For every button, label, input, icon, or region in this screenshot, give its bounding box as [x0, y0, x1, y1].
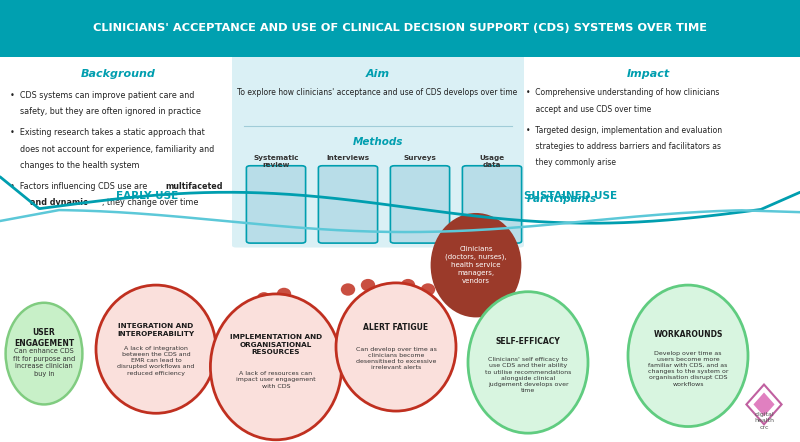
Ellipse shape	[421, 283, 435, 296]
Text: •  Existing research takes a static approach that: • Existing research takes a static appro…	[10, 128, 204, 137]
FancyBboxPatch shape	[246, 166, 306, 243]
Text: To explore how clinicians' acceptance and use of CDS develops over time: To explore how clinicians' acceptance an…	[238, 88, 518, 97]
Text: safety, but they are often ignored in practice: safety, but they are often ignored in pr…	[10, 107, 201, 116]
FancyBboxPatch shape	[462, 166, 522, 243]
Text: Interviews: Interviews	[326, 155, 370, 161]
FancyBboxPatch shape	[318, 166, 378, 243]
Text: USER
ENGAGEMENT: USER ENGAGEMENT	[14, 328, 74, 348]
Ellipse shape	[341, 283, 355, 296]
Text: ALERT FATIGUE: ALERT FATIGUE	[363, 323, 429, 332]
Text: A lack of integration
between the CDS and
EMR can lead to
disrupted workflows an: A lack of integration between the CDS an…	[118, 346, 194, 376]
Text: digital
health
crc: digital health crc	[754, 412, 774, 430]
Ellipse shape	[6, 303, 82, 404]
Ellipse shape	[277, 288, 291, 300]
Text: EARLY USE: EARLY USE	[116, 191, 178, 201]
Text: WORKAROUNDS: WORKAROUNDS	[654, 330, 722, 339]
Ellipse shape	[628, 285, 748, 427]
Text: •  Factors influencing CDS use are: • Factors influencing CDS use are	[10, 182, 150, 191]
Ellipse shape	[468, 292, 588, 433]
Text: does not account for experience, familiarity and: does not account for experience, familia…	[10, 145, 214, 153]
Text: IMPLEMENTATION AND
ORGANISATIONAL
RESOURCES: IMPLEMENTATION AND ORGANISATIONAL RESOUR…	[230, 335, 322, 355]
Text: Surveys: Surveys	[403, 155, 437, 161]
Ellipse shape	[361, 279, 375, 291]
Text: •  Targeted design, implementation and evaluation: • Targeted design, implementation and ev…	[526, 126, 722, 134]
Text: accept and use CDS over time: accept and use CDS over time	[526, 105, 652, 114]
Ellipse shape	[432, 214, 520, 316]
Text: , they change over time: , they change over time	[102, 198, 198, 207]
Text: Participants: Participants	[526, 194, 597, 205]
Text: Can enhance CDS
fit for purpose and
increase clinician
buy in: Can enhance CDS fit for purpose and incr…	[13, 348, 75, 377]
Text: CLINICIANS' ACCEPTANCE AND USE OF CLINICAL DECISION SUPPORT (CDS) SYSTEMS OVER T: CLINICIANS' ACCEPTANCE AND USE OF CLINIC…	[93, 23, 707, 33]
Text: A lack of resources can
impact user engagement
with CDS: A lack of resources can impact user enga…	[236, 371, 316, 389]
Text: Aim: Aim	[366, 69, 390, 79]
Text: Background: Background	[81, 69, 156, 79]
FancyBboxPatch shape	[0, 0, 800, 57]
FancyBboxPatch shape	[232, 55, 524, 248]
Text: INTEGRATION AND
INTEROPERABILITY: INTEGRATION AND INTEROPERABILITY	[118, 323, 194, 337]
Ellipse shape	[96, 285, 216, 413]
Ellipse shape	[257, 292, 271, 305]
Text: Clinicians' self efficacy to
use CDS and their ability
to utilise recommendation: Clinicians' self efficacy to use CDS and…	[485, 357, 571, 393]
Text: •  Comprehensive understanding of how clinicians: • Comprehensive understanding of how cli…	[526, 88, 720, 97]
FancyBboxPatch shape	[390, 166, 450, 243]
Text: Clinicians
(doctors, nurses),
health service
managers,
vendors: Clinicians (doctors, nurses), health ser…	[445, 246, 507, 285]
Polygon shape	[754, 392, 774, 416]
Text: •  CDS systems can improve patient care and: • CDS systems can improve patient care a…	[10, 91, 194, 99]
Text: Systematic
review: Systematic review	[254, 155, 298, 168]
Text: Methods: Methods	[353, 137, 402, 147]
Text: SELF-EFFICACY: SELF-EFFICACY	[496, 337, 560, 346]
Ellipse shape	[401, 279, 415, 291]
Text: they commonly arise: they commonly arise	[526, 158, 616, 167]
Text: multifaceted: multifaceted	[166, 182, 223, 191]
Text: Usage
data: Usage data	[479, 155, 505, 168]
Text: Develop over time as
users become more
familiar with CDS, and as
changes to the : Develop over time as users become more f…	[648, 351, 728, 387]
Text: SUSTAINED USE: SUSTAINED USE	[524, 191, 617, 201]
Text: and dynamic: and dynamic	[30, 198, 87, 207]
Ellipse shape	[210, 294, 342, 440]
Text: Impact: Impact	[626, 69, 670, 79]
Text: strategies to address barriers and facilitators as: strategies to address barriers and facil…	[526, 142, 722, 151]
Ellipse shape	[336, 283, 456, 411]
Text: Can develop over time as
clinicians become
desensitised to excessive
irrelevant : Can develop over time as clinicians beco…	[355, 347, 437, 370]
Text: changes to the health system: changes to the health system	[10, 161, 139, 170]
